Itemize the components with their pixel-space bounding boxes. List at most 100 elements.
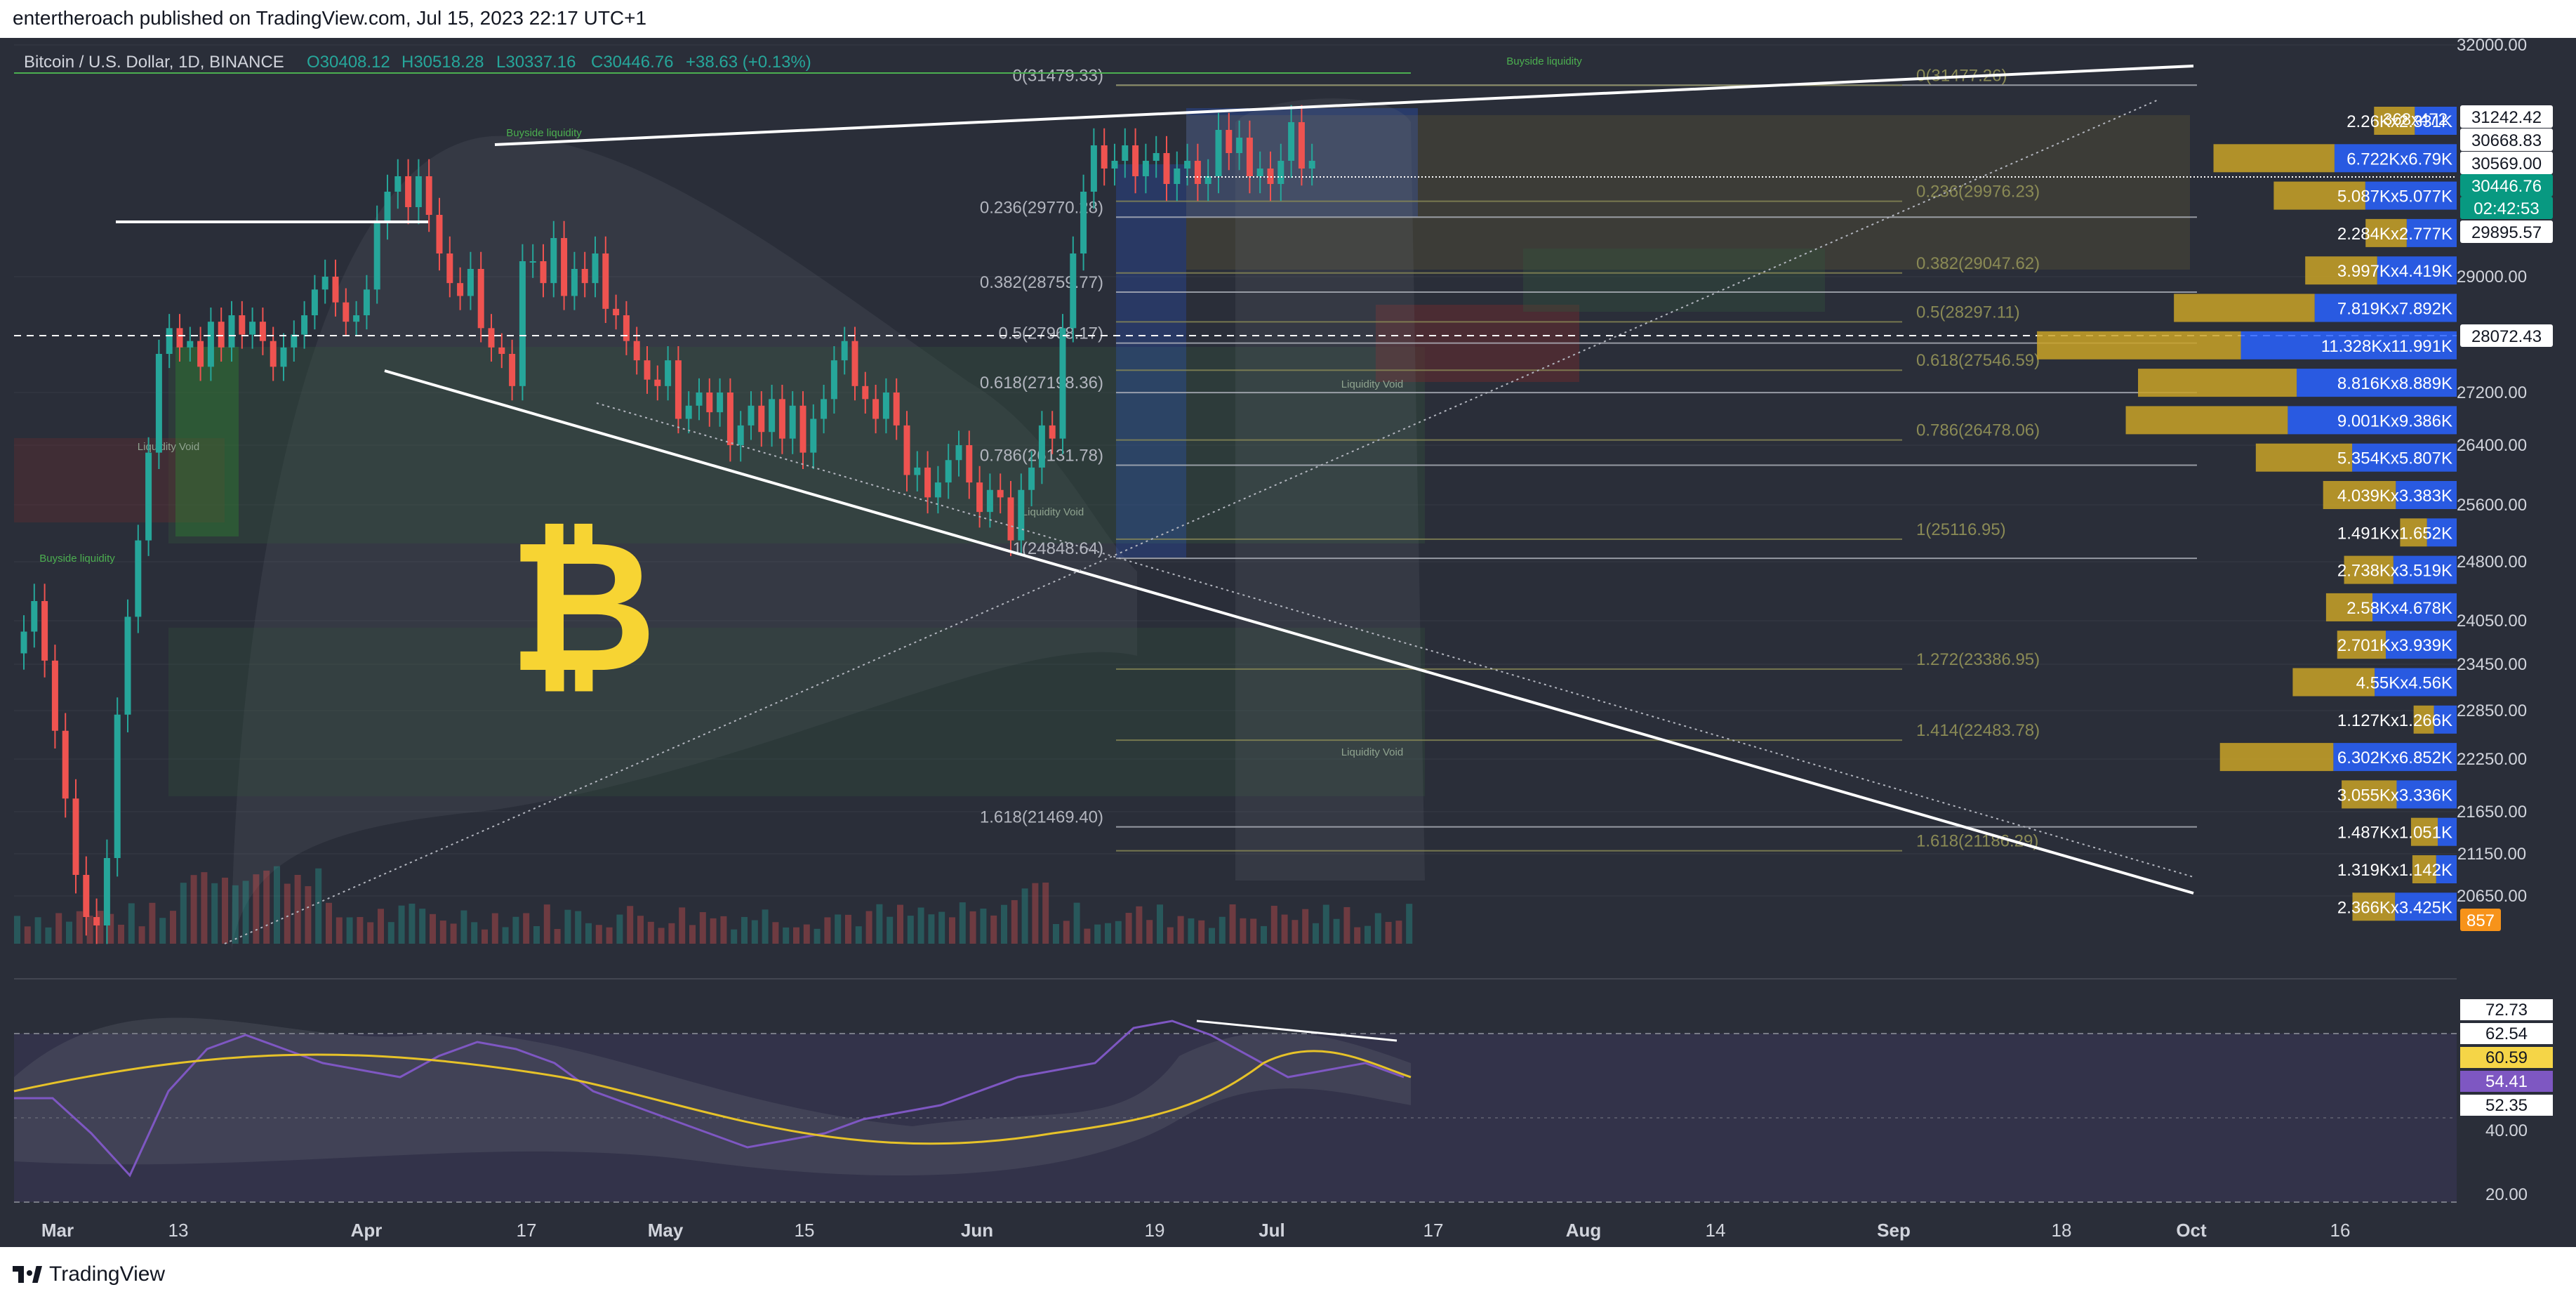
- volume-bar-6: [76, 911, 83, 944]
- volume-bar-30: [326, 902, 332, 944]
- volume-bar-46: [491, 913, 498, 944]
- candle-body-125: [1308, 161, 1315, 169]
- tradingview-logo[interactable]: TradingView: [13, 1262, 165, 1286]
- demand-zone: [1523, 249, 1825, 312]
- candle-body-35: [373, 223, 380, 290]
- vp-row-label-14: 2.701Kx3.939K: [2337, 636, 2452, 655]
- candle-body-24: [259, 322, 266, 341]
- volume-bar-133: [1395, 921, 1402, 944]
- candle-body-118: [1236, 138, 1243, 153]
- order-block-zone: [1116, 164, 1186, 558]
- vp-row-label-5: 7.819Kx7.892K: [2337, 300, 2452, 319]
- time-axis-label-7: 19: [1145, 1220, 1165, 1241]
- volume-bar-112: [1177, 916, 1184, 944]
- candle-body-99: [1038, 425, 1045, 468]
- volume-bar-117: [1229, 904, 1236, 944]
- candle-body-54: [571, 269, 578, 296]
- fib-right-label-2: 0.382(29047.62): [1916, 254, 2040, 273]
- candle-body-43: [457, 283, 464, 296]
- rsi-tag-bg-1: [2460, 1023, 2553, 1044]
- volume-bar-45: [482, 929, 488, 944]
- volume-bar-48: [512, 916, 519, 944]
- price-tag-3: 30569.00: [2471, 154, 2542, 173]
- vp-buy-bar-7: [2138, 369, 2297, 397]
- vp-sell-bar-20: [2436, 855, 2457, 883]
- volume-bar-98: [1032, 883, 1039, 944]
- volume-bar-83: [876, 904, 883, 944]
- candle-body-123: [1288, 122, 1295, 161]
- fib-right-label-4: 0.618(27546.59): [1916, 351, 2040, 370]
- legend-open: O30408.12: [307, 53, 390, 72]
- volume-bar-96: [1011, 899, 1018, 944]
- volume-bar-125: [1313, 923, 1319, 944]
- candle-body-34: [363, 289, 370, 315]
- vp-row-label-8: 9.001Kx9.386K: [2337, 411, 2452, 430]
- price-tick-label-4: 25600.00: [2457, 496, 2527, 515]
- volume-layer: [14, 866, 1413, 944]
- rsi-tag-bg-4: [2460, 1095, 2553, 1116]
- volume-bar-75: [793, 927, 799, 944]
- vp-row-label-0: 2.26Kx2.331K: [2346, 112, 2452, 131]
- candle-body-1: [20, 631, 27, 654]
- fib-right-label-1: 0.236(29976.23): [1916, 183, 2040, 202]
- volume-bar-97: [1021, 888, 1028, 944]
- price-tag-7: 28072.43: [2471, 327, 2542, 346]
- candle-body-12: [135, 540, 142, 617]
- candle-body-79: [830, 360, 837, 400]
- volume-bar-2: [34, 917, 41, 944]
- volume-bar-56: [595, 925, 602, 944]
- support-trendline: [384, 369, 2194, 895]
- annotation-label-6: Liquidity Void: [1341, 746, 1403, 758]
- candle-body-11: [124, 616, 131, 715]
- time-axis-label-9: 17: [1423, 1220, 1444, 1241]
- vp-sell-bar-4: [2377, 256, 2457, 285]
- candle-body-60: [633, 341, 640, 361]
- published-by-text: entertheroach published on TradingView.c…: [13, 7, 647, 29]
- volume-bar-27: [294, 874, 301, 944]
- price-tick-label-11: 21150.00: [2457, 845, 2526, 864]
- rsi-tick-label-1: 20.00: [2485, 1185, 2528, 1204]
- symbol-legend[interactable]: Bitcoin / U.S. Dollar, 1D, BINANCE O3040…: [24, 53, 811, 72]
- candle-body-76: [799, 405, 806, 453]
- vp-buy-bar-6: [2037, 331, 2241, 360]
- price-tick-label-12: 20650.00: [2457, 887, 2527, 906]
- vp-row-label-19: 1.487Kx1.051K: [2337, 824, 2452, 843]
- volume-bar-106: [1115, 921, 1122, 944]
- candle-body-90: [945, 460, 952, 483]
- vp-buy-bar-11: [2400, 518, 2427, 547]
- time-axis-label-4: May: [648, 1220, 684, 1241]
- time-axis-layer: Mar 13 Apr 17 May 15 Jun 19 Jul 17 Aug 14 Sep 18 Oct 16: [41, 1220, 2351, 1241]
- time-axis-label-15: 16: [2330, 1220, 2351, 1241]
- volume-bar-26: [284, 883, 291, 944]
- candle-body-110: [1153, 153, 1160, 161]
- bollinger-band-area: [232, 136, 1137, 951]
- vp-sell-bar-9: [2352, 443, 2457, 472]
- impulse-zone: [175, 347, 239, 536]
- volume-bar-13: [149, 902, 156, 944]
- volume-bar-68: [720, 916, 727, 944]
- volume-bar-4: [55, 913, 62, 944]
- price-tick-label-9: 22250.00: [2457, 750, 2527, 769]
- candle-body-72: [758, 405, 765, 433]
- footer-bar: TradingView: [0, 1248, 2576, 1299]
- annotation-label-2: Buyside liquidity: [39, 553, 115, 565]
- fib-right-label-9: 1.618(21186.29): [1916, 832, 2038, 851]
- volume-bar-61: [647, 921, 654, 944]
- candle-body-61: [644, 360, 651, 380]
- vp-buy-bar-20: [2412, 855, 2436, 883]
- vp-sell-bar-6: [2240, 331, 2457, 360]
- candle-body-64: [675, 360, 682, 419]
- vp-row-label-12: 2.738Kx3.519K: [2337, 562, 2452, 581]
- chart-area[interactable]: Buyside liquidity Buyside liquidity Buysid…: [0, 36, 2576, 1247]
- rsi-tick-label-0: 40.00: [2485, 1121, 2528, 1140]
- volume-bar-51: [543, 904, 550, 944]
- price-tag-bg-1: [2460, 105, 2553, 128]
- vp-buy-bar-13: [2325, 593, 2373, 621]
- candle-body-108: [1132, 145, 1139, 176]
- fib-left-label-3: 0.5(27968.17): [999, 324, 1103, 343]
- price-tag-5: 02:42:53: [2474, 199, 2539, 218]
- time-axis-label-1: 13: [168, 1220, 189, 1241]
- candle-body-75: [789, 405, 796, 439]
- price-chart-svg[interactable]: Buyside liquidity Buyside liquidity Buysid…: [0, 36, 2576, 1247]
- candle-body-19: [207, 322, 214, 367]
